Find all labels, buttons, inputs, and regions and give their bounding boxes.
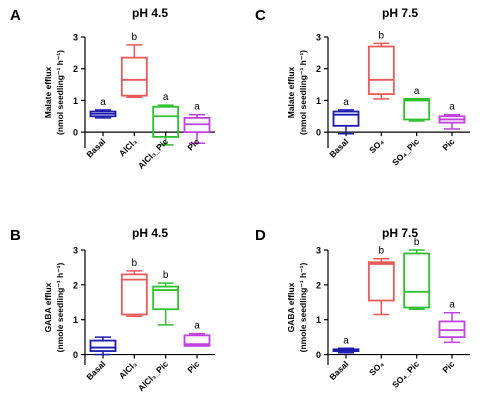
panel-a-box	[120, 56, 148, 97]
panel-b-box	[183, 334, 211, 347]
panel-b-category-label: AlCl₃	[117, 359, 139, 381]
panel-b-y-label-unit: (nmole seedling⁻¹ h⁻¹)	[55, 262, 65, 352]
panel-c-letter: C	[255, 7, 266, 24]
panel-c-box	[403, 97, 431, 121]
panel-d-category-label: Basal	[327, 359, 350, 382]
panel-c-significance-letter: a	[343, 97, 349, 108]
panel-b-box	[152, 285, 180, 311]
panel-a-y-tick-label: 0	[73, 128, 78, 138]
panel-b-category-label: Basal	[84, 359, 107, 382]
panel-b-y-tick-label: 2	[73, 280, 78, 290]
panel-d-y-tick-label: 1	[316, 315, 321, 325]
panel-b-y-label: GABA efflux	[43, 282, 53, 332]
panel-a-box	[152, 105, 180, 138]
panel-b-y-tick-label: 1	[73, 315, 78, 325]
panel-d-category-label: Pic	[440, 359, 456, 375]
panel-c-box	[367, 45, 395, 95]
panel-b-box	[120, 273, 148, 316]
panel-d-title: pH 7.5	[382, 226, 418, 240]
panel-d-box	[403, 252, 431, 309]
panel-c-y-tick-label: 2	[316, 64, 321, 74]
panel-d-significance-letter: a	[449, 300, 455, 311]
panel-c-y-label-unit: (nmol seedling⁻¹ h⁻¹)	[298, 50, 308, 135]
panel-c-title: pH 7.5	[382, 6, 418, 20]
panel-b-title: pH 4.5	[132, 226, 168, 240]
panel-b-category-label: Pic	[185, 359, 201, 375]
panel-b-y-tick-label: 3	[73, 246, 78, 256]
panel-a-letter: A	[10, 7, 21, 24]
panel-d-y-label: GABA efflux	[286, 282, 296, 332]
panel-a-significance-letter: a	[100, 97, 106, 108]
panel-d-significance-letter: b	[379, 246, 385, 257]
panel-b-letter: B	[10, 227, 21, 244]
panel-c-category-label: SO₄_Pic	[390, 136, 421, 167]
panel-b-box	[89, 339, 117, 352]
panel-d-letter: D	[255, 227, 266, 244]
panel-d-category-label: SO₄	[367, 359, 386, 378]
panel-d-y-tick-label: 0	[316, 350, 321, 360]
panel-c-y-label: Malate efflux	[286, 66, 296, 118]
panel-c-box	[332, 110, 360, 127]
panel-c-y-tick-label: 3	[316, 33, 321, 43]
panel-c-significance-letter: a	[449, 102, 455, 113]
panel-c-y-tick-label: 1	[316, 96, 321, 106]
panel-a-significance-letter: b	[132, 32, 138, 43]
panel-d-box	[367, 261, 395, 302]
panel-a-title: pH 4.5	[132, 6, 168, 20]
panel-d-significance-letter: b	[414, 237, 420, 248]
panel-a-significance-letter: a	[163, 92, 169, 103]
panel-d-category-label: SO₄_Pic	[390, 359, 421, 390]
panel-a-category-label: Pic	[185, 136, 201, 152]
panel-d-y-tick-label: 3	[316, 246, 321, 256]
panel-b-significance-letter: b	[163, 270, 169, 281]
panel-d-y-tick-label: 2	[316, 280, 321, 290]
panel-c-y-tick-label: 0	[316, 128, 321, 138]
panel-c-category-label: SO₄	[367, 136, 386, 155]
panel-b-y-tick-label: 0	[73, 350, 78, 360]
panel-c-significance-letter: a	[414, 86, 420, 97]
panel-a-category-label: Basal	[84, 136, 107, 159]
panel-c-category-label: Pic	[440, 136, 456, 152]
panel-b-category-label: AlCl₃_Pic	[136, 359, 170, 393]
panel-a-y-tick-label: 1	[73, 96, 78, 106]
panel-b-significance-letter: b	[132, 258, 138, 269]
panel-a-significance-letter: a	[194, 102, 200, 113]
panel-a-category-label: AlCl₃	[117, 136, 139, 158]
panel-c-significance-letter: b	[379, 30, 385, 41]
panel-c-category-label: Basal	[327, 136, 350, 159]
panel-a-y-tick-label: 2	[73, 64, 78, 74]
panel-d-y-label-unit: (nmole seedling⁻¹ h⁻¹)	[298, 262, 308, 352]
panel-b-significance-letter: a	[194, 321, 200, 332]
panel-a-y-label-unit: (nmol seedling⁻¹ h⁻¹)	[55, 50, 65, 135]
panel-d-significance-letter: a	[343, 335, 349, 346]
panel-a-y-tick-label: 3	[73, 33, 78, 43]
panel-a-category-label: AlCl₃_Pic	[136, 136, 170, 170]
panel-a-y-label: Malate efflux	[43, 66, 53, 118]
